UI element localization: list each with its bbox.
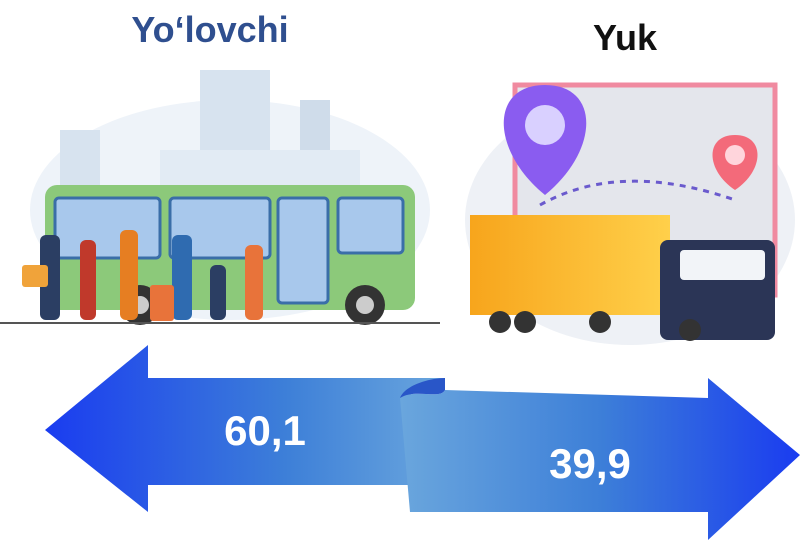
truck-illustration [465,82,795,345]
right-value: 39,9 [549,440,631,487]
left-title: Yo‘lovchi [131,9,288,50]
right-title: Yuk [593,17,658,58]
left-arrow [45,345,445,512]
left-value: 60,1 [224,407,306,454]
right-arrow [400,378,800,540]
bus-illustration [0,70,440,325]
ribbon-fold [400,378,445,398]
